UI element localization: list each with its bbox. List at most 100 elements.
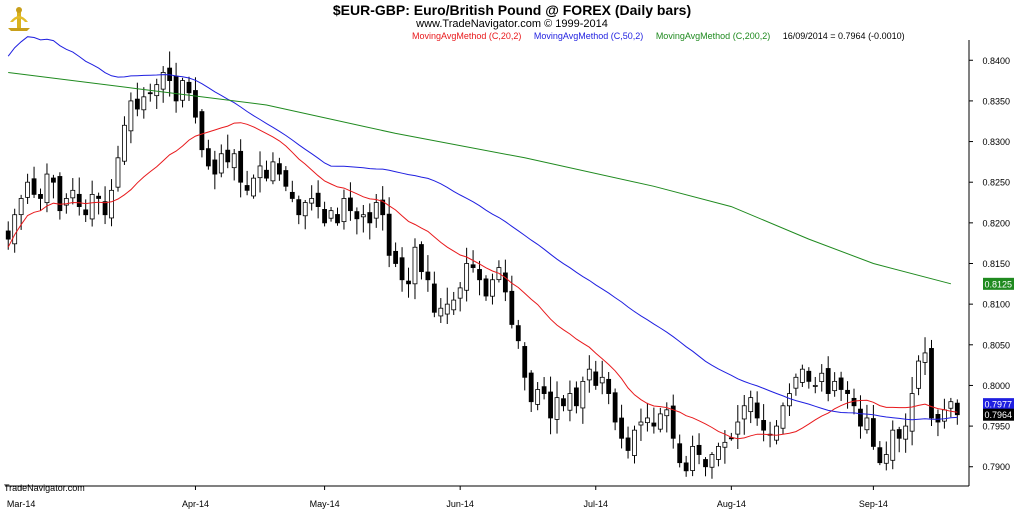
candle	[523, 342, 527, 390]
candle	[613, 389, 617, 431]
candle	[355, 207, 359, 234]
candle	[310, 185, 314, 210]
candle	[897, 427, 901, 452]
candle	[691, 436, 695, 476]
candle	[32, 167, 36, 198]
candle	[574, 381, 578, 413]
candle	[833, 372, 837, 397]
candle	[671, 395, 675, 449]
candlestick-series	[6, 51, 959, 478]
candle	[742, 395, 746, 435]
svg-text:0.8125: 0.8125	[984, 279, 1012, 289]
candle	[942, 399, 946, 429]
candle	[503, 260, 507, 301]
candle	[658, 408, 662, 432]
candle	[316, 180, 320, 218]
y-tick-label: 0.7950	[982, 422, 1010, 432]
candle	[77, 177, 81, 215]
svg-text:0.7964: 0.7964	[984, 410, 1012, 420]
candle	[620, 405, 624, 449]
y-tick-label: 0.8000	[982, 381, 1010, 391]
candle	[762, 404, 766, 441]
candle	[252, 175, 256, 199]
candle	[432, 272, 436, 318]
candle	[645, 403, 649, 432]
candle	[704, 457, 708, 476]
candle	[549, 377, 553, 435]
candle	[445, 288, 449, 324]
candle	[348, 182, 352, 221]
candle	[923, 337, 927, 375]
x-tick-label: Mar-14	[7, 499, 36, 509]
candle	[684, 456, 688, 477]
candle	[187, 77, 191, 101]
candle	[329, 207, 333, 222]
candle	[458, 282, 462, 311]
candle	[239, 139, 243, 197]
candle	[820, 364, 824, 391]
candle	[555, 381, 559, 433]
candle	[258, 151, 262, 192]
y-tick-label: 0.8100	[982, 300, 1010, 310]
candle	[484, 275, 488, 301]
candle	[697, 433, 701, 464]
candle	[652, 408, 656, 434]
candle	[193, 77, 197, 123]
candle	[368, 203, 372, 239]
x-tick-label: May-14	[310, 499, 340, 509]
sma50-value-tag: 0.7977	[983, 398, 1014, 410]
candle	[400, 247, 404, 292]
chart-title: $EUR-GBP: Euro/British Pound @ FOREX (Da…	[0, 2, 1024, 18]
candle	[297, 196, 301, 225]
candle	[323, 202, 327, 227]
candle	[529, 370, 533, 412]
candle	[826, 356, 830, 401]
y-tick-label: 0.8350	[982, 96, 1010, 106]
candle	[632, 426, 636, 464]
candle	[51, 175, 55, 199]
candle	[97, 193, 101, 215]
indicator-legend: MovingAvgMethod (C,20,2) MovingAvgMethod…	[412, 31, 915, 41]
candle	[891, 420, 895, 469]
candle	[168, 51, 172, 96]
candle	[219, 144, 223, 177]
candle	[878, 441, 882, 465]
candle	[607, 372, 611, 404]
candle	[452, 292, 456, 315]
candle	[84, 199, 88, 222]
footer-brand: TradeNavigator.com	[4, 483, 85, 493]
legend-sma50: MovingAvgMethod (C,50,2)	[534, 31, 643, 41]
candle	[755, 391, 759, 426]
y-tick-label: 0.8300	[982, 137, 1010, 147]
candle	[129, 92, 133, 143]
candle	[626, 427, 630, 459]
candle	[361, 205, 365, 233]
candle	[858, 395, 862, 438]
candle	[884, 442, 888, 471]
candle	[58, 172, 62, 219]
candle	[232, 149, 236, 180]
candle	[465, 248, 469, 302]
candle	[103, 186, 107, 224]
last-quote: 16/09/2014 = 0.7964 (-0.0010)	[783, 31, 905, 41]
candle	[775, 420, 779, 444]
candle	[587, 355, 591, 393]
last-close-tag: 0.7964	[983, 409, 1014, 421]
candle	[342, 190, 346, 230]
candle	[807, 367, 811, 388]
candle	[271, 152, 275, 184]
candle	[794, 374, 798, 396]
candle	[142, 87, 146, 119]
candle	[303, 200, 307, 229]
candle	[839, 372, 843, 401]
y-tick-label: 0.8400	[982, 56, 1010, 66]
y-tick-label: 0.8200	[982, 218, 1010, 228]
candle	[336, 208, 340, 226]
x-tick-label: Sep-14	[859, 499, 888, 509]
candle	[678, 435, 682, 468]
candle	[478, 261, 482, 295]
candle	[749, 391, 753, 423]
candle	[135, 83, 139, 117]
candle	[110, 179, 114, 226]
